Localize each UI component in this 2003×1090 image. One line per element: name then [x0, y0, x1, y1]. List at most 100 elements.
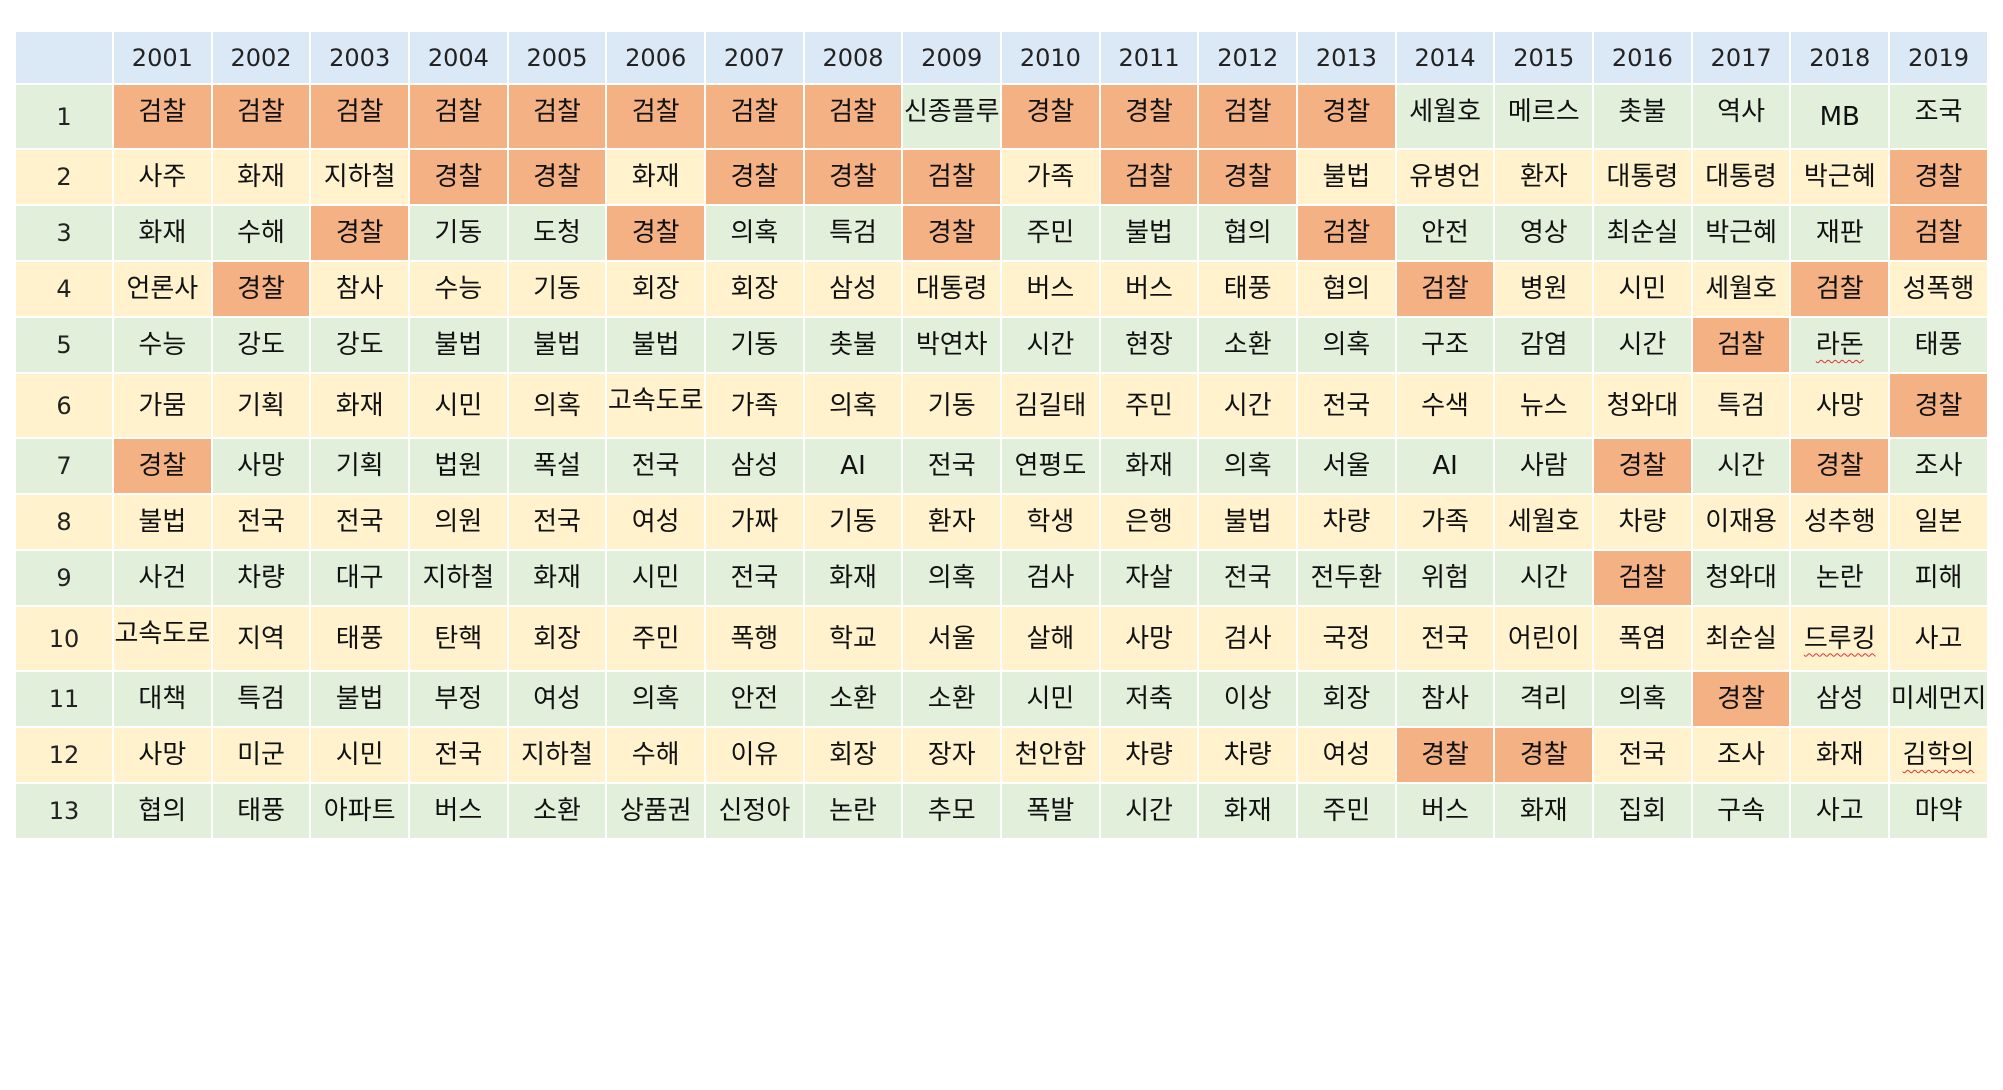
keyword-text: 검찰	[138, 97, 187, 127]
keyword-cell: 도청	[508, 206, 606, 260]
keyword-text: 버스	[1026, 274, 1075, 304]
keyword-cell: 법원	[410, 439, 507, 493]
keyword-text: 의혹	[829, 390, 877, 421]
rank-label: 1	[16, 85, 112, 148]
keyword-text: 태풍	[335, 623, 384, 654]
keyword-cell: 신종플루	[903, 85, 1001, 148]
keyword-cell: 저축	[1100, 672, 1198, 726]
keyword-text: 세월호	[1507, 507, 1580, 537]
keyword-cell: 안전	[706, 672, 803, 726]
keyword-text: 수능	[434, 274, 483, 304]
keyword-cell: 서울	[1298, 439, 1395, 493]
keyword-text: 검찰	[335, 97, 384, 127]
keyword-cell: 검찰	[1199, 85, 1297, 148]
keyword-cell: 수해	[212, 206, 310, 260]
keyword-cell: 구속	[1692, 784, 1790, 838]
keyword-text: 피해	[1914, 563, 1963, 593]
keyword-text: 일본	[1914, 507, 1963, 537]
keyword-text: 경찰	[138, 451, 187, 481]
keyword-cell: 경찰	[1100, 85, 1198, 148]
keyword-text: 조국	[1914, 97, 1963, 127]
keyword-text: 국정	[1322, 623, 1371, 654]
keyword-text: 마약	[1914, 796, 1963, 826]
rank-row-11: 11 대책 특검 불법 부정 여성 의혹 안전 소환 소환 시민 저축 이상 회장 참사 격리 의혹 경찰 삼성 미세…	[16, 672, 1987, 726]
keyword-cell: 전국	[1396, 607, 1494, 670]
keyword-cell: 세월호	[1396, 85, 1494, 148]
keyword-text: 전국	[927, 451, 976, 481]
keyword-text: 의혹	[1223, 451, 1272, 481]
keyword-cell: 박연차	[903, 318, 1001, 372]
keyword-text: 협의	[1223, 218, 1272, 248]
keyword-text: 소환	[533, 796, 581, 826]
keyword-text: 화재	[138, 218, 187, 248]
keyword-text: 촛불	[1618, 97, 1667, 127]
keyword-cell: 의혹	[903, 551, 1001, 605]
keyword-text: 의혹	[730, 218, 779, 248]
keyword-cell: 시간	[1495, 551, 1593, 605]
keyword-text: 가족	[1421, 507, 1469, 537]
keyword-text: 대통령	[915, 274, 988, 304]
keyword-cell: 검찰	[1594, 551, 1691, 605]
year-header-2003: 2003	[311, 32, 409, 83]
keyword-text: 차량	[1618, 507, 1667, 537]
keyword-cell: 경찰	[311, 206, 409, 260]
keyword-cell: 협의	[1199, 206, 1297, 260]
keyword-cell: 경찰	[1298, 85, 1395, 148]
keyword-text: 특검	[829, 218, 877, 248]
keyword-ranking-table: 2001 2002 2003 2004 2005 2006 2007 2008 2009 2010…	[14, 30, 1989, 840]
keyword-text: 언론사	[126, 274, 199, 304]
keyword-text: 수능	[138, 330, 187, 360]
keyword-cell: 수능	[114, 318, 211, 372]
keyword-text: 은행	[1125, 507, 1173, 537]
keyword-cell: 경찰	[706, 150, 803, 204]
keyword-cell: 경찰	[1890, 374, 1987, 437]
keyword-cell: 검사	[1199, 607, 1297, 670]
keyword-text: 도청	[533, 218, 581, 248]
keyword-text: 사람	[1519, 451, 1568, 481]
keyword-text: 버스	[1421, 796, 1469, 826]
keyword-cell: 의혹	[508, 374, 606, 437]
keyword-cell: 미군	[212, 728, 310, 782]
keyword-cell: 차량	[212, 551, 310, 605]
year-header-2018: 2018	[1791, 32, 1889, 83]
keyword-text: 강도	[237, 330, 285, 360]
keyword-text: 논란	[829, 796, 877, 826]
keyword-text: 전국	[1223, 563, 1272, 593]
keyword-text: 회장	[631, 274, 680, 304]
keyword-cell: 불법	[311, 672, 409, 726]
rank-row-8: 8 불법 전국 전국 의원 전국 여성 가짜 기동 환자 학생 은행 불법 차량 가족 세월호 차량 이재용 성추행…	[16, 495, 1987, 549]
keyword-cell: 불법	[410, 318, 507, 372]
keyword-cell: 삼성	[706, 439, 803, 493]
keyword-cell: 화재	[114, 206, 211, 260]
keyword-text: 기동	[434, 218, 483, 248]
keyword-text: 미세먼지	[1890, 684, 1987, 714]
keyword-cell: 마약	[1890, 784, 1987, 838]
keyword-cell: 사주	[114, 150, 211, 204]
keyword-text: 검찰	[1322, 218, 1371, 248]
keyword-text: 사고	[1815, 796, 1864, 826]
keyword-cell: 학생	[1002, 495, 1099, 549]
keyword-text: 가족	[1026, 162, 1075, 192]
keyword-text: 탄핵	[434, 623, 483, 654]
keyword-cell: 버스	[1396, 784, 1494, 838]
keyword-cell: 이재용	[1692, 495, 1790, 549]
keyword-text: 자살	[1125, 563, 1173, 593]
keyword-text: 검찰	[1421, 274, 1469, 304]
keyword-text: 버스	[1125, 274, 1173, 304]
keyword-text: 경찰	[1717, 684, 1765, 714]
keyword-cell: 폭발	[1002, 784, 1099, 838]
keyword-text: 지하철	[521, 740, 593, 770]
keyword-cell: 고속도로	[607, 374, 705, 437]
rank-row-5: 5 수능 강도 강도 불법 불법 불법 기동 촛불 박연차 시간 현장 소환 의혹 구조 감염 시간 검찰 라돈 태풍	[16, 318, 1987, 372]
keyword-text: 청와대	[1606, 390, 1679, 421]
keyword-cell: 폭행	[706, 607, 803, 670]
keyword-text: 특검	[237, 684, 285, 714]
keyword-cell: 구조	[1396, 318, 1494, 372]
keyword-text: 조사	[1914, 451, 1963, 481]
keyword-cell: 검찰	[903, 150, 1001, 204]
keyword-cell: 여성	[607, 495, 705, 549]
keyword-cell: 검찰	[607, 85, 705, 148]
rank-row-4: 4 언론사 경찰 참사 수능 기동 회장 회장 삼성 대통령 버스 버스 태풍 협의 검찰 병원 시민 세월호 검찰…	[16, 262, 1987, 316]
keyword-cell: 삼성	[1791, 672, 1889, 726]
rank-label: 3	[16, 206, 112, 260]
